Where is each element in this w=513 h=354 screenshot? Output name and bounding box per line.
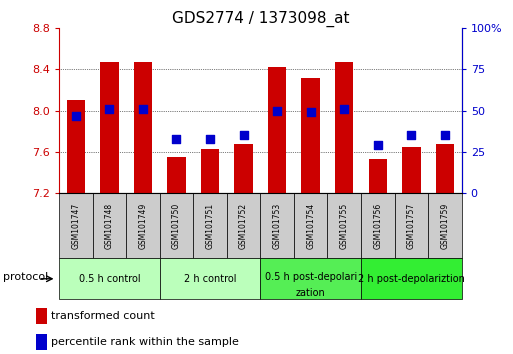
Point (373, 142, 382, 148)
Bar (36, 308, 47, 324)
Point (206, 136, 214, 142)
Point (441, 132, 449, 138)
Bar (368, 159, 387, 193)
Point (240, 132, 248, 138)
Point (139, 106, 147, 112)
Text: GSM101756: GSM101756 (373, 202, 382, 249)
Bar (193, 193, 227, 258)
Bar (294, 193, 327, 258)
Bar (361, 193, 394, 258)
Text: GSM101755: GSM101755 (340, 202, 349, 249)
Bar (167, 157, 186, 193)
Bar (36, 334, 47, 350)
Text: GSM101747: GSM101747 (71, 202, 80, 249)
Title: GDS2774 / 1373098_at: GDS2774 / 1373098_at (171, 11, 349, 27)
Text: GSM101757: GSM101757 (407, 202, 416, 249)
Bar (92, 193, 126, 258)
Bar (160, 258, 260, 299)
Bar (134, 62, 152, 193)
Text: percentile rank within the sample: percentile rank within the sample (51, 337, 239, 347)
Bar (428, 193, 462, 258)
Bar (361, 258, 462, 299)
Text: 2 h post-depolariztion: 2 h post-depolariztion (358, 274, 465, 284)
Text: GSM101753: GSM101753 (272, 202, 282, 249)
Bar (260, 258, 361, 299)
Text: 0.5 h control: 0.5 h control (78, 274, 140, 284)
Bar (67, 100, 85, 193)
Point (407, 132, 416, 138)
Text: GSM101749: GSM101749 (139, 202, 147, 249)
Point (72, 113, 80, 118)
Point (105, 106, 113, 112)
Bar (436, 144, 454, 193)
Bar (327, 193, 361, 258)
Text: protocol: protocol (3, 272, 48, 282)
Point (273, 108, 281, 113)
Text: zation: zation (296, 288, 326, 298)
Bar (335, 62, 353, 193)
Point (340, 106, 348, 112)
Text: GSM101759: GSM101759 (441, 202, 449, 249)
Bar (100, 62, 119, 193)
Bar (268, 67, 286, 193)
Text: 0.5 h post-depolari: 0.5 h post-depolari (265, 272, 357, 282)
Bar (394, 193, 428, 258)
Text: GSM101748: GSM101748 (105, 202, 114, 249)
Text: GSM101750: GSM101750 (172, 202, 181, 249)
Bar (402, 147, 421, 193)
Point (172, 136, 181, 142)
Text: GSM101754: GSM101754 (306, 202, 315, 249)
Point (307, 109, 315, 115)
Bar (160, 193, 193, 258)
Text: transformed count: transformed count (51, 311, 155, 321)
Text: GSM101752: GSM101752 (239, 202, 248, 249)
Bar (59, 258, 160, 299)
Text: GSM101751: GSM101751 (206, 202, 214, 249)
Bar (126, 193, 160, 258)
Bar (227, 193, 260, 258)
Bar (260, 193, 294, 258)
Text: 2 h control: 2 h control (184, 274, 236, 284)
Bar (201, 149, 219, 193)
Bar (234, 144, 253, 193)
Bar (302, 78, 320, 193)
Bar (59, 193, 92, 258)
